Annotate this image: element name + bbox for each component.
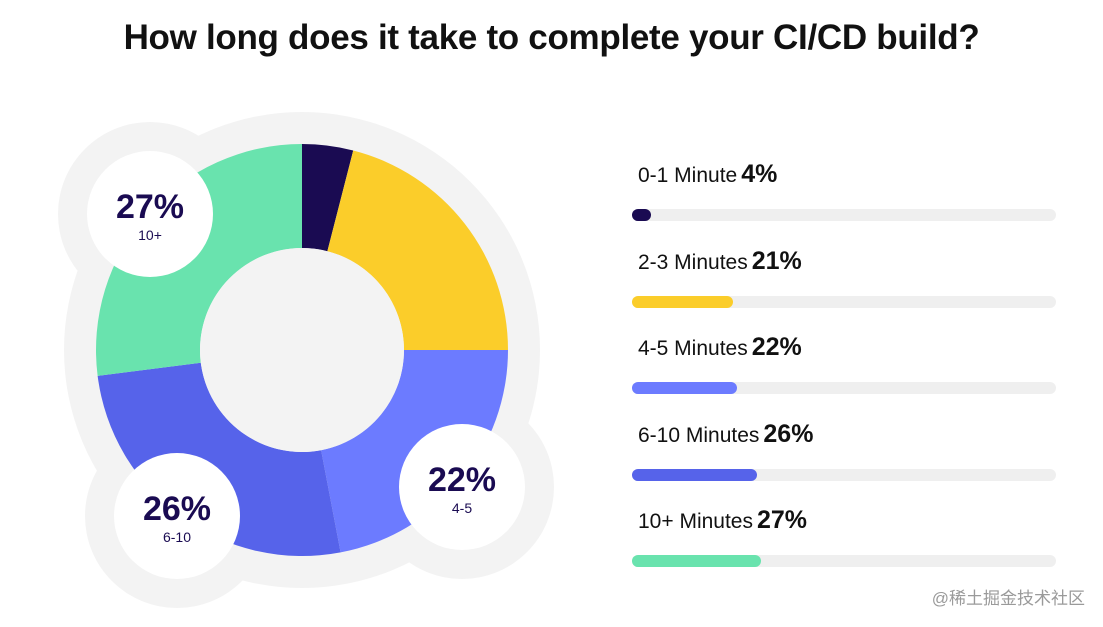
legend-bars: 0-1 Minute 4% 2-3 Minutes 21% 4-5 Minutes 22%… [632,150,1056,583]
callout-1: 22%4-5 [399,424,525,550]
bar-fill [632,468,757,481]
legend-value: 21% [751,246,802,275]
bar-fill [632,295,733,308]
callout-bubble [114,453,240,579]
chart-title: How long does it take to complete your C… [123,18,980,57]
legend-label: 2-3 Minutes 21% [638,247,802,276]
legend-value: 26% [763,419,814,448]
legend-item: 6-10 Minutes 26% [632,410,1056,497]
bar-track [632,555,1056,567]
legend-item: 2-3 Minutes 21% [632,237,1056,324]
callout-0: 27%10+ [87,151,213,277]
legend-label: 4-5 Minutes 22% [638,333,802,362]
callout-category: 10+ [138,227,162,243]
callout-category: 6-10 [163,529,191,545]
legend-category: 4-5 Minutes [638,337,748,360]
donut-slice-10plus [96,144,303,376]
legend-item: 4-5 Minutes 22% [632,323,1056,410]
bar-track [632,382,1056,394]
callout-category: 4-5 [452,500,472,516]
callout-bubble [87,151,213,277]
legend-item: 10+ Minutes 27% [632,496,1056,583]
callout-value: 26% [143,490,211,528]
bar-track [632,468,1056,481]
legend-category: 6-10 Minutes [638,423,760,447]
donut-callouts: 27%10+ 22%4-5 26%6-10 [87,151,525,579]
bar-fill [632,382,738,394]
legend-item: 0-1 Minute 4% [632,150,1056,237]
bar-track [632,295,1056,308]
bar-fill [632,555,762,567]
legend-label: 6-10 Minutes 26% [638,420,813,449]
legend-label: 0-1 Minute 4% [638,160,777,189]
donut-slice-0-1 [302,144,354,252]
legend-category: 2-3 Minutes [638,250,748,274]
legend-category: 0-1 Minute [638,164,738,187]
bar-fill [632,209,652,221]
donut-hole [200,248,404,452]
callout-bubble [399,424,525,550]
legend-value: 27% [757,506,808,534]
donut-slice-6-10 [97,362,341,557]
legend-category: 10+ Minutes [638,510,753,533]
legend-value: 4% [741,160,778,188]
legend-label: 10+ Minutes 27% [638,506,807,535]
legend-value: 22% [751,333,802,361]
donut-chart: 27%10+ 22%4-5 26%6-10 [58,112,554,608]
donut-slices [96,144,509,557]
callout-2: 26%6-10 [114,453,240,579]
callout-value: 22% [428,461,496,499]
bar-track [632,209,1056,221]
watermark: @稀土掘金技术社区 [931,589,1085,608]
donut-slice-2-3 [327,150,509,350]
callout-value: 27% [116,188,184,226]
